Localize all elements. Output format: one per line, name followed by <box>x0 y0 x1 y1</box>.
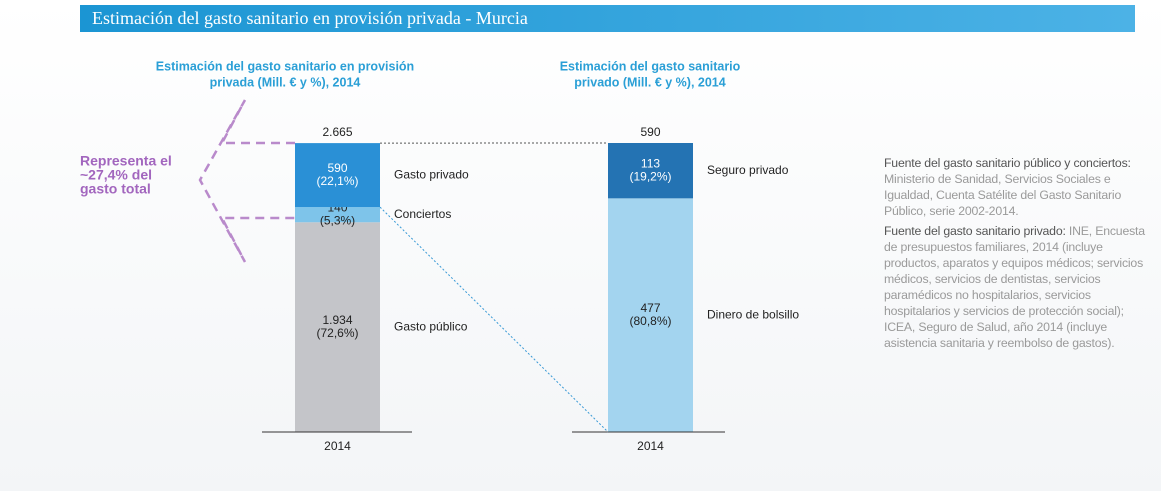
note-text: Ministerio de Sanidad, Servicios Sociale… <box>884 172 1122 218</box>
series-name: Gasto privado <box>394 167 469 181</box>
value-label: 113 <box>641 156 660 170</box>
notes: Fuente del gasto sanitario público y con… <box>884 155 1146 355</box>
percent-label: (80,8%) <box>629 314 671 328</box>
note: Fuente del gasto sanitario privado: INE,… <box>884 223 1146 351</box>
bar-segment <box>295 143 380 208</box>
percent-label: (22,1%) <box>316 174 358 188</box>
series-name: Dinero de bolsillo <box>707 307 799 321</box>
annotation-line: ~27,4% del <box>80 167 152 183</box>
x-tick-label: 2014 <box>637 439 664 453</box>
note-text: INE, Encuesta de presupuestos familiares… <box>884 224 1145 350</box>
value-label: 1.934 <box>322 313 352 327</box>
total-label: 2.665 <box>322 125 352 139</box>
note: Fuente del gasto sanitario público y con… <box>884 155 1146 219</box>
annotation-line: gasto total <box>80 181 151 197</box>
charts: Representa el ~27,4% del gasto total Est… <box>80 59 799 453</box>
bar-segment <box>295 207 380 223</box>
note-label: Fuente del gasto sanitario privado: <box>884 224 1066 238</box>
chart-title: Estimación del gasto sanitario en provis… <box>156 59 414 73</box>
value-label: 477 <box>640 301 660 315</box>
chart-title: privado (Mill. € y %), 2014 <box>574 75 725 89</box>
total-label: 590 <box>640 125 660 139</box>
bar-segment <box>295 222 380 432</box>
annotation-line: Representa el <box>80 153 172 169</box>
x-tick-label: 2014 <box>324 439 351 453</box>
percent-label: (19,2%) <box>629 169 671 183</box>
series-name: Seguro privado <box>707 163 789 177</box>
note-label: Fuente del gasto sanitario público y con… <box>884 156 1131 170</box>
chart-title: privada (Mill. € y %), 2014 <box>210 75 361 89</box>
value-label: 590 <box>327 161 347 175</box>
chart-title: Estimación del gasto sanitario <box>560 59 741 73</box>
series-name: Conciertos <box>394 207 451 221</box>
bar-segment <box>608 143 693 199</box>
connector <box>379 206 609 433</box>
percent-label: (5,3%) <box>320 213 355 227</box>
series-name: Gasto público <box>394 319 468 333</box>
bar-segment <box>608 198 693 432</box>
annotation-arrow <box>198 99 295 263</box>
percent-label: (72,6%) <box>316 326 358 340</box>
header-title: Estimación del gasto sanitario en provis… <box>80 5 1135 32</box>
